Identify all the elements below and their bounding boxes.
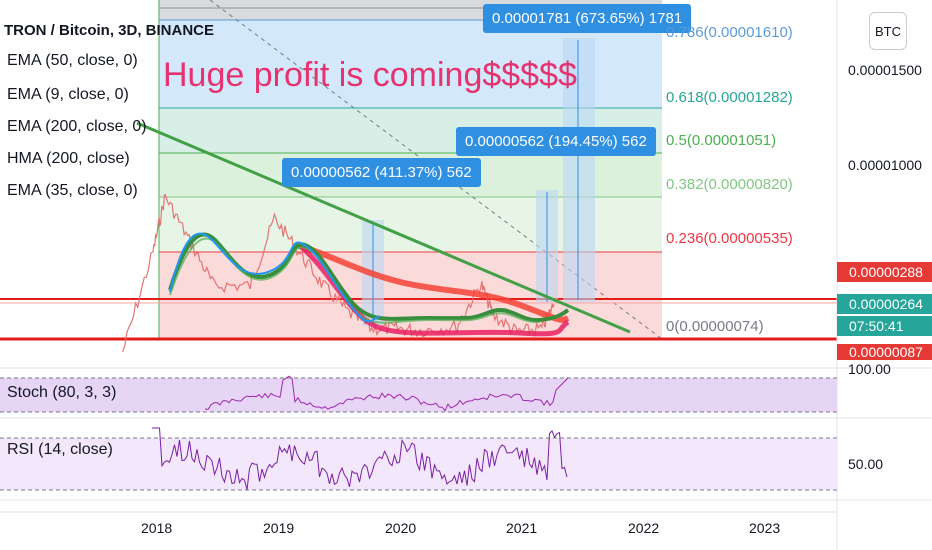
stoch-series-line [204, 375, 569, 412]
x-tick-2020: 2020 [385, 520, 417, 536]
projection-box-3 [563, 38, 595, 302]
ema-200-line [299, 243, 570, 323]
price-tick-1500: 0.00001500 [848, 62, 922, 78]
price-tag-red-bottom: 0.00000087 [837, 344, 932, 360]
price-tag-countdown: 07:50:41 [837, 316, 932, 336]
x-tick-2018: 2018 [141, 520, 173, 536]
tooltip-second-projection[interactable]: 0.00000562 (194.45%) 562 [456, 127, 656, 156]
rsi-axis-label: 50.00 [848, 456, 884, 472]
indicator-ema-9[interactable]: EMA (9, close, 0) [7, 86, 129, 103]
fib-label-05: 0.5(0.00001051) [666, 132, 777, 149]
indicator-ema-200[interactable]: EMA (200, close, 0) [7, 118, 147, 135]
chart-title: TRON / Bitcoin, 3D, BINANCE [4, 22, 215, 39]
fib-label-0786: 0.786(0.00001610) [666, 24, 793, 41]
price-tag-red-top: 0.00000288 [837, 262, 932, 282]
stoch-panel-label[interactable]: Stoch (80, 3, 3) [7, 384, 117, 401]
hma-200-line [298, 244, 570, 337]
indicator-ema-35[interactable]: EMA (35, close, 0) [7, 182, 138, 199]
x-tick-2023: 2023 [749, 520, 781, 536]
stoch-axis-label: 100.00 [848, 361, 891, 377]
fib-label-0: 0(0.00000074) [666, 318, 764, 335]
x-tick-2021: 2021 [506, 520, 538, 536]
indicator-ema-50[interactable]: EMA (50, close, 0) [7, 52, 138, 69]
fib-label-0382: 0.382(0.00000820) [666, 176, 793, 193]
green-downtrend-line [136, 121, 631, 334]
rsi-panel-label[interactable]: RSI (14, close) [7, 441, 113, 458]
currency-button[interactable]: BTC [869, 12, 907, 50]
price-tick-1000: 0.00001000 [848, 157, 922, 173]
x-tick-2022: 2022 [628, 520, 660, 536]
ema-9-line [169, 232, 381, 323]
headline-annotation[interactable]: Huge profit is coming$$$$$ [163, 56, 577, 94]
stoch-band [0, 378, 837, 412]
price-tag-green: 0.00000264 [837, 294, 932, 314]
tooltip-first-projection[interactable]: 0.00000562 (411.37%) 562 [282, 158, 481, 187]
tooltip-third-projection[interactable]: 0.00001781 (673.65%) 1781 [483, 4, 692, 33]
rsi-band [0, 438, 837, 490]
indicator-hma-200[interactable]: HMA (200, close) [7, 150, 130, 167]
fib-label-0236: 0.236(0.00000535) [666, 230, 793, 247]
rsi-series-line [152, 427, 568, 490]
x-tick-2019: 2019 [263, 520, 295, 536]
fib-label-0618: 0.618(0.00001282) [666, 89, 793, 106]
